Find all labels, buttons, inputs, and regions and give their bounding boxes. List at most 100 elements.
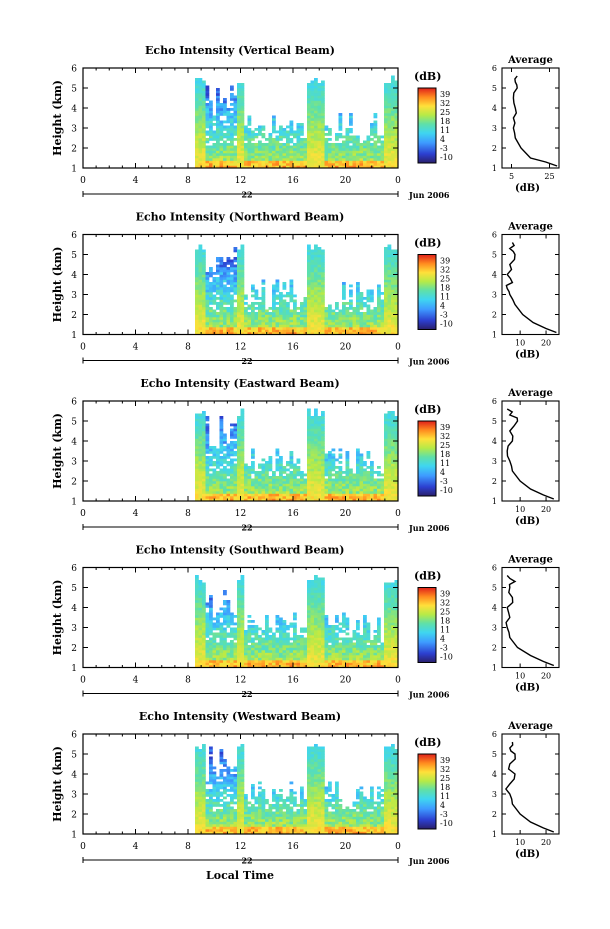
day-label: 22 [241,856,252,866]
avg-y-tick-label: 6 [492,397,497,406]
echo-heatmap [195,575,399,668]
avg-x-tick-label: 5 [509,172,514,181]
x-tick-label: 4 [133,842,139,852]
avg-y-tick-label: 2 [492,144,497,153]
average-frame [501,233,560,336]
avg-y-tick-label: 2 [492,810,497,819]
avg-y-tick-label: 4 [492,271,497,280]
avg-y-tick-label: 1 [492,164,497,173]
day-label: 22 [241,689,252,699]
avg-y-tick-label: 4 [492,770,497,779]
avg-y-tick-label: 1 [492,497,497,506]
colorbar-tick-label: -10 [440,486,453,495]
avg-y-tick-label: 5 [492,251,497,260]
y-tick-label: 3 [71,624,77,634]
y-tick-label: 4 [71,771,77,781]
chart-panel: Echo Intensity (Vertical Beam)123456Heig… [51,44,560,200]
x-tick-label: 4 [133,509,139,519]
y-tick-label: 6 [71,65,77,75]
average-title: Average [507,222,553,233]
y-tick-label: 3 [71,291,77,301]
y-tick-label: 2 [71,811,77,821]
avg-x-tick-label: 10 [515,505,525,514]
x-tick-label: 20 [340,509,352,519]
x-tick-label: 0 [395,509,401,519]
y-tick-label: 6 [71,398,77,408]
avg-y-tick-label: 4 [492,104,497,113]
x-tick-label: 0 [80,676,86,686]
echo-heatmap [195,244,399,335]
avg-x-tick-label: 10 [515,838,525,847]
y-tick-label: 4 [71,438,77,448]
avg-x-axis-label: (dB) [515,683,540,694]
colorbar [417,753,437,830]
avg-y-tick-label: 4 [492,437,497,446]
colorbar-tick-label: 32 [440,432,450,441]
x-tick-label: 8 [185,176,191,186]
y-axis-label: Height (km) [51,413,64,489]
colorbar-tick-label: 18 [440,284,450,293]
day-label: 22 [241,523,252,533]
y-axis-label: Height (km) [51,746,64,822]
x-tick-label: 0 [80,842,86,852]
chart-title: Echo Intensity (Westward Beam) [139,710,341,723]
y-tick-label: 2 [71,145,77,155]
x-tick-label: 20 [340,842,352,852]
chart-panel: Echo Intensity (Westward Beam)123456Heig… [51,710,560,866]
x-tick-label: 8 [185,842,191,852]
colorbar-tick-label: 25 [440,608,450,617]
avg-x-tick-label: 10 [515,672,525,681]
x-tick-label: 4 [133,676,139,686]
avg-y-tick-label: 2 [492,644,497,653]
x-tick-label: 8 [185,509,191,519]
colorbar-tick-label: 11 [440,459,450,468]
avg-x-axis-label: (dB) [515,849,540,860]
average-title: Average [507,388,553,399]
average-profile-line [505,741,555,833]
y-axis-label: Height (km) [51,247,64,323]
average-profile-line [505,242,557,334]
x-tick-label: 8 [185,676,191,686]
x-tick-label: 8 [185,343,191,353]
avg-x-tick-label: 25 [544,172,554,181]
date-label: Jun 2006 [408,357,450,367]
colorbar-tick-label: 25 [440,774,450,783]
y-tick-label: 4 [71,105,77,115]
colorbar-title: (dB) [414,237,441,250]
average-frame [501,733,560,835]
average-frame [501,400,560,502]
date-label: Jun 2006 [408,856,450,866]
colorbar-title: (dB) [414,736,441,749]
y-tick-label: 6 [71,564,77,574]
average-profile-line [506,408,555,500]
colorbar-title: (dB) [414,70,441,83]
colorbar-tick-label: 32 [440,266,450,275]
y-tick-label: 1 [71,664,77,674]
avg-x-tick-label: 20 [541,339,551,348]
avg-y-tick-label: 6 [492,64,497,73]
colorbar-tick-label: 4 [440,801,445,810]
colorbar-tick-label: 4 [440,468,445,477]
date-label: Jun 2006 [408,523,450,533]
y-axis-label: Height (km) [51,580,64,656]
colorbar-tick-label: 32 [440,599,450,608]
x-tick-label: 20 [340,676,352,686]
colorbar-tick-label: -3 [440,311,448,320]
avg-x-tick-label: 10 [515,339,525,348]
avg-y-tick-label: 1 [492,331,497,340]
y-tick-label: 6 [71,231,77,241]
y-tick-label: 1 [71,831,77,841]
colorbar [417,254,437,330]
y-tick-label: 2 [71,644,77,654]
y-tick-label: 5 [71,251,77,261]
y-tick-label: 6 [71,731,77,741]
colorbar-tick-label: 39 [440,423,450,432]
colorbar-tick-label: 25 [440,275,450,284]
colorbar-tick-label: 4 [440,135,445,144]
average-profile-line [512,75,558,167]
x-tick-label: 20 [340,343,352,353]
y-tick-label: 3 [71,125,77,135]
colorbar-tick-label: 11 [440,126,450,135]
avg-y-tick-label: 5 [492,84,497,93]
colorbar-tick-label: 11 [440,792,450,801]
